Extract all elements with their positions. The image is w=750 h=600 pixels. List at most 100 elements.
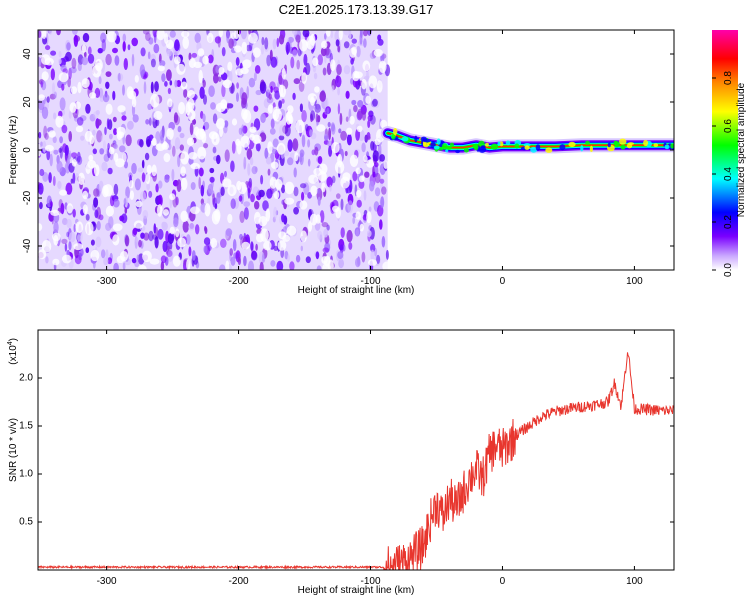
noise-gap xyxy=(163,209,169,216)
signal-blob xyxy=(485,142,489,147)
noise-gap xyxy=(41,240,52,253)
noise-blob xyxy=(372,150,380,162)
noise-gap xyxy=(38,223,43,231)
signal-blob xyxy=(523,143,531,147)
noise-blob xyxy=(289,261,295,270)
noise-blob xyxy=(202,79,206,88)
noise-blob xyxy=(298,81,305,93)
noise-blob xyxy=(49,30,53,35)
noise-blob xyxy=(48,172,52,184)
noise-blob xyxy=(268,93,272,100)
noise-blob xyxy=(243,156,247,170)
noise-blob xyxy=(374,162,379,168)
noise-gap xyxy=(368,75,378,89)
noise-gap xyxy=(248,32,258,44)
noise-blob xyxy=(113,183,119,196)
noise-blob xyxy=(140,232,145,239)
noise-blob xyxy=(314,103,322,113)
noise-blob xyxy=(361,142,366,153)
noise-blob xyxy=(314,146,319,156)
noise-blob xyxy=(148,230,154,242)
noise-blob xyxy=(70,152,78,158)
noise-blob xyxy=(92,129,96,136)
signal-blob xyxy=(422,142,430,148)
noise-blob xyxy=(147,51,151,60)
noise-blob xyxy=(345,90,350,99)
noise-blob xyxy=(292,49,298,57)
noise-blob xyxy=(343,30,350,36)
noise-gap xyxy=(93,164,100,177)
noise-blob xyxy=(235,57,240,66)
noise-gap xyxy=(157,65,165,72)
noise-blob xyxy=(65,51,72,62)
noise-blob xyxy=(107,167,113,175)
noise-blob xyxy=(122,84,125,96)
noise-blob xyxy=(132,227,138,236)
noise-blob xyxy=(162,240,168,253)
signal-blob xyxy=(614,141,620,148)
noise-blob xyxy=(169,80,173,86)
noise-blob xyxy=(328,145,333,157)
snr-x-label: Height of straight line (km) xyxy=(298,585,415,596)
noise-blob xyxy=(258,189,265,198)
noise-blob xyxy=(161,73,166,83)
noise-blob xyxy=(142,209,149,219)
noise-blob xyxy=(144,152,150,161)
noise-blob xyxy=(266,96,274,104)
noise-blob xyxy=(356,199,362,208)
noise-blob xyxy=(275,210,279,216)
noise-blob xyxy=(265,156,272,165)
noise-blob xyxy=(269,81,276,90)
noise-gap xyxy=(89,92,97,99)
noise-blob xyxy=(50,68,55,81)
noise-blob xyxy=(102,93,110,103)
noise-gap xyxy=(382,261,392,270)
noise-blob xyxy=(255,142,261,152)
noise-blob xyxy=(220,186,225,196)
noise-blob xyxy=(109,195,115,207)
heatmap-x-axis: -300 -200 -100 0 100 xyxy=(97,30,643,287)
noise-gap xyxy=(286,112,291,119)
signal-blob xyxy=(499,141,504,147)
noise-gap xyxy=(210,238,218,248)
noise-blob xyxy=(316,101,320,111)
noise-gap xyxy=(142,250,152,262)
y-tick-label: -40 xyxy=(22,238,33,253)
noise-blob xyxy=(96,119,102,126)
noise-blob xyxy=(361,251,366,263)
signal-blob xyxy=(585,140,590,145)
noise-blob xyxy=(343,41,350,49)
noise-gap xyxy=(295,119,305,134)
noise-blob xyxy=(324,135,329,141)
noise-blob xyxy=(281,213,285,223)
noise-blob xyxy=(247,163,251,176)
noise-blob xyxy=(145,119,150,125)
noise-blob xyxy=(146,183,151,191)
noise-blob xyxy=(100,32,107,43)
noise-gap xyxy=(182,36,189,49)
noise-blob xyxy=(357,108,363,120)
noise-blob xyxy=(357,100,364,108)
noise-blob xyxy=(380,196,385,209)
noise-gap xyxy=(146,164,152,175)
noise-blob xyxy=(217,37,221,48)
noise-gap xyxy=(81,78,90,89)
colorbar-tick-label: 0.4 xyxy=(723,167,734,181)
noise-gap xyxy=(373,49,383,57)
noise-blob xyxy=(93,197,99,208)
noise-blob xyxy=(161,221,168,231)
noise-blob xyxy=(337,251,344,260)
noise-blob xyxy=(38,30,42,38)
noise-blob xyxy=(340,227,345,239)
noise-gap xyxy=(133,220,144,229)
noise-blob xyxy=(276,260,284,270)
noise-blob xyxy=(307,192,312,199)
noise-gap xyxy=(52,232,61,242)
noise-blob xyxy=(109,133,113,140)
noise-blob xyxy=(59,97,66,111)
noise-blob xyxy=(77,234,81,242)
noise-blob xyxy=(66,218,72,229)
noise-blob xyxy=(106,118,110,130)
noise-blob xyxy=(167,87,171,95)
noise-gap xyxy=(310,185,318,197)
